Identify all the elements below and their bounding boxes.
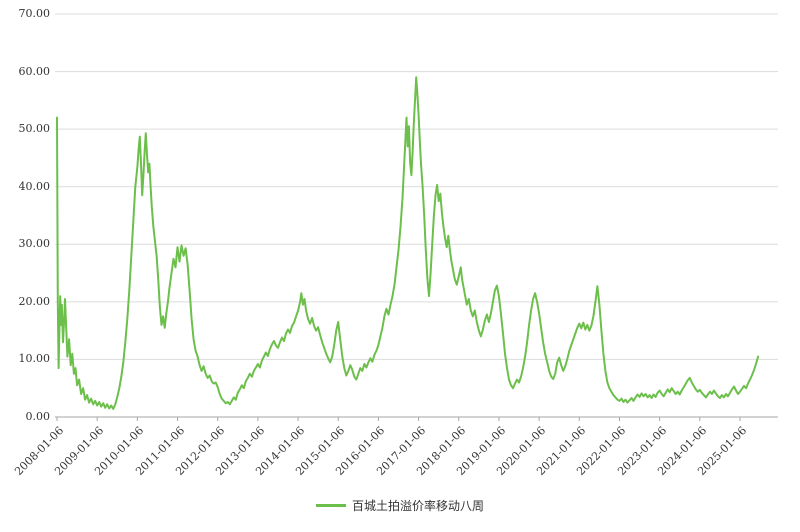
y-tick-label: 0.00 [25,410,51,423]
y-tick-label: 30.00 [18,237,51,251]
legend: 百城土拍溢价率移动八周 [0,497,800,514]
y-tick-label: 50.00 [18,122,51,136]
y-tick-label: 70.00 [18,7,51,20]
y-tick-label: 10.00 [18,352,51,366]
y-tick-label: 20.00 [18,294,51,308]
legend-line-swatch [315,504,346,507]
y-tick-label: 60.00 [18,64,51,78]
legend-label: 百城土拍溢价率移动八周 [351,499,484,513]
y-tick-label: 40.00 [18,179,51,193]
series-line [56,76,760,410]
